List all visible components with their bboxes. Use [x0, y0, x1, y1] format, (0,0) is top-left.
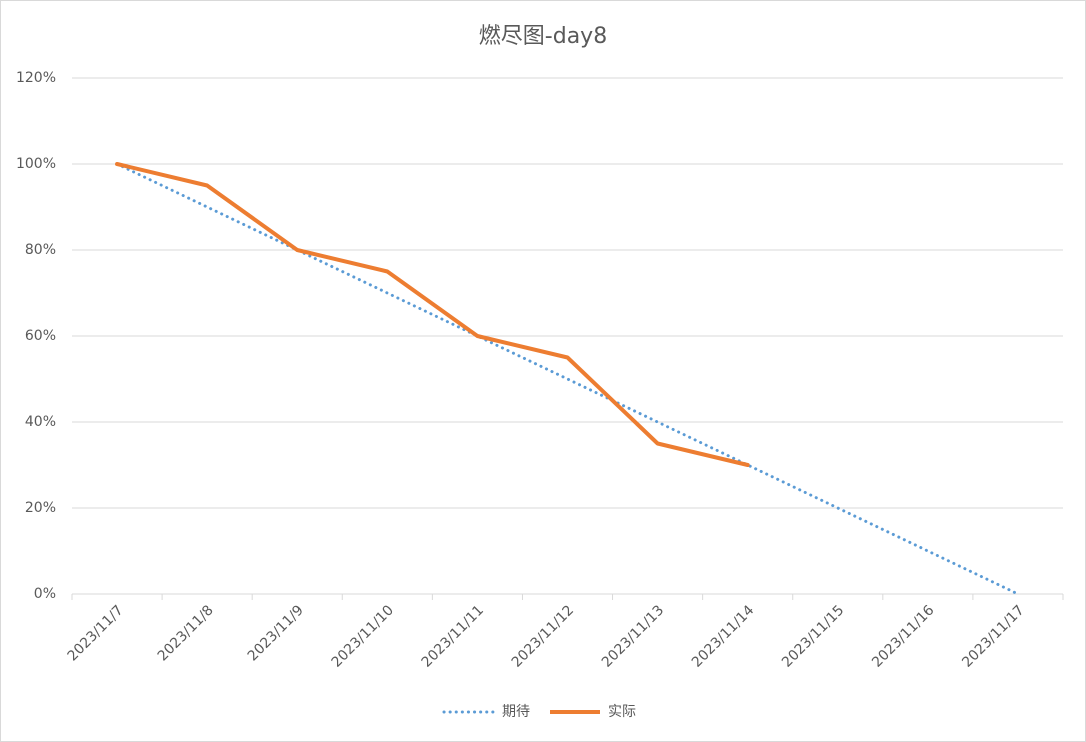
y-tick-label: 120%: [16, 70, 56, 86]
y-tick-label: 80%: [25, 242, 56, 258]
y-tick-label: 60%: [25, 328, 56, 344]
y-tick-label: 0%: [34, 586, 56, 602]
chart-title: 燃尽图-day8: [479, 24, 607, 49]
y-tick-label: 20%: [25, 500, 56, 516]
y-tick-label: 40%: [25, 414, 56, 430]
legend-label: 实际: [608, 704, 636, 720]
series-line: [115, 162, 1020, 596]
y-tick-label: 100%: [16, 156, 56, 172]
legend-label: 期待: [502, 704, 530, 720]
series-line: [115, 162, 750, 467]
